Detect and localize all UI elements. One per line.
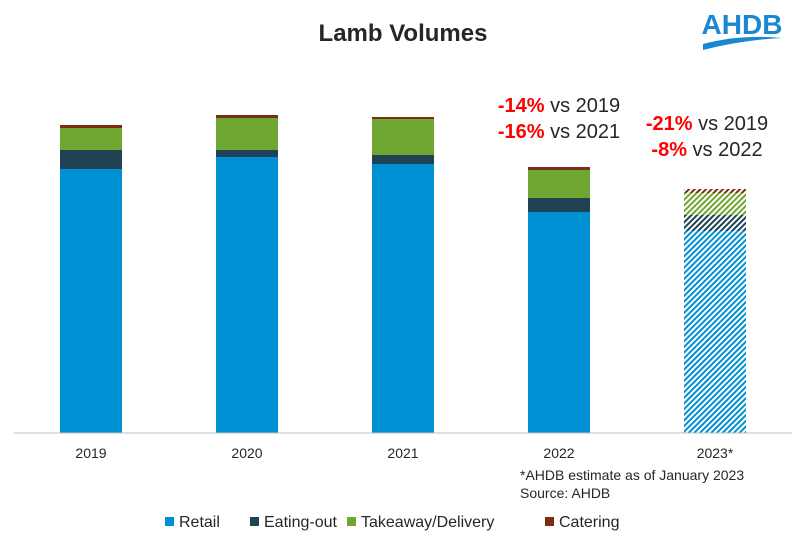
legend-label: Retail	[179, 514, 220, 531]
annotation-text: vs 2021	[545, 121, 621, 143]
bar-retail-2022	[528, 212, 590, 433]
bar-retail-2023	[684, 231, 746, 433]
legend-swatch	[165, 517, 174, 526]
bar-takeaway-delivery-2022	[528, 170, 590, 198]
bar-takeaway-delivery-2020	[216, 118, 278, 150]
x-tick-label: 2020	[231, 445, 262, 461]
footnote-estimate: *AHDB estimate as of January 2023	[520, 467, 744, 483]
bar-catering-2021	[372, 117, 434, 119]
legend-label: Takeaway/Delivery	[361, 514, 494, 531]
bar-eating-out-2022	[528, 198, 590, 212]
bar-eating-out-2020	[216, 150, 278, 157]
bar-takeaway-delivery-2021	[372, 119, 434, 155]
logo-text: AHDB	[702, 9, 783, 40]
bar-retail-2019	[60, 169, 122, 433]
annotation-line: -21% vs 2019	[646, 113, 768, 135]
chart-title: Lamb Volumes	[319, 20, 488, 47]
x-tick-label: 2023*	[697, 445, 734, 461]
bar-eating-out-2019	[60, 150, 122, 169]
annotation-text: vs 2022	[687, 139, 763, 161]
annotation-pct: -14%	[498, 95, 545, 117]
logo-swoosh	[703, 36, 782, 50]
annotation-pct: -16%	[498, 121, 545, 143]
annotation-line: -8% vs 2022	[651, 139, 762, 161]
bar-takeaway-delivery-2019	[60, 128, 122, 150]
annotation-pct: -21%	[646, 113, 693, 135]
bar-catering-2023	[684, 189, 746, 193]
annotation-line: -14% vs 2019	[498, 95, 620, 117]
bar-retail-2021	[372, 164, 434, 433]
legend-label: Eating-out	[264, 514, 337, 531]
x-tick-label: 2021	[387, 445, 418, 461]
annotation-line: -16% vs 2021	[498, 121, 620, 143]
bar-takeaway-delivery-2023	[684, 193, 746, 215]
annotation-text: vs 2019	[693, 113, 769, 135]
footnote-source: Source: AHDB	[520, 485, 610, 501]
x-tick-label: 2019	[75, 445, 106, 461]
bar-catering-2019	[60, 125, 122, 128]
x-tick-label: 2022	[543, 445, 574, 461]
bar-eating-out-2023	[684, 215, 746, 231]
annotation-text: vs 2019	[545, 95, 621, 117]
legend-swatch	[347, 517, 356, 526]
annotation-pct: -8%	[651, 139, 687, 161]
legend-swatch	[250, 517, 259, 526]
bar-eating-out-2021	[372, 155, 434, 164]
bar-catering-2020	[216, 115, 278, 118]
legend-swatch	[545, 517, 554, 526]
bar-catering-2022	[528, 167, 590, 170]
legend-label: Catering	[559, 514, 619, 531]
ahdb-logo: AHDB	[702, 9, 783, 50]
bar-retail-2020	[216, 157, 278, 433]
